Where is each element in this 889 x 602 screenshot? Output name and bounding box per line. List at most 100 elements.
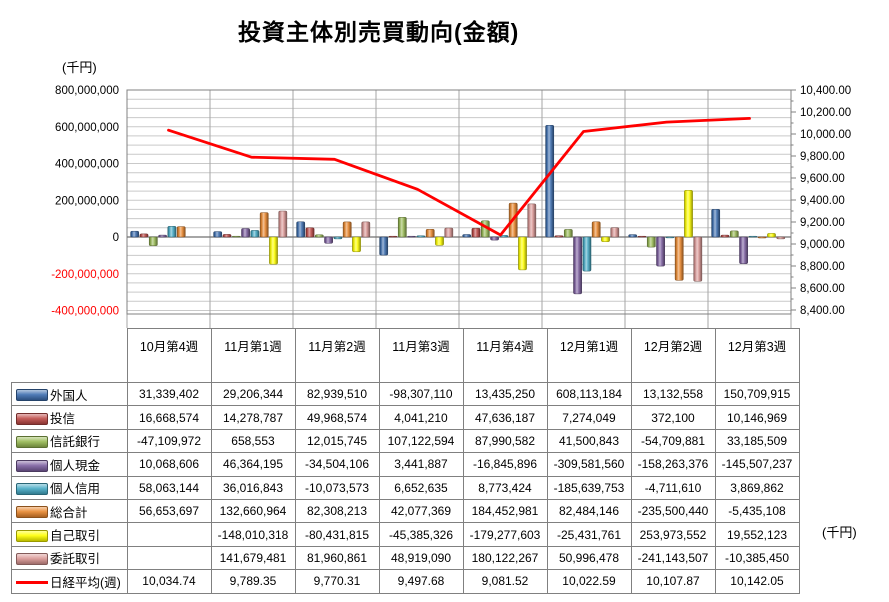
table-row-investment-trusts: 投信 16,668,574 14,278,787 49,968,574 4,041,21… (11, 405, 800, 430)
bar-trust-banks (646, 236, 656, 248)
table-cell: 9,081.52 (462, 569, 548, 594)
series-label-cell: 日経平均(週) (11, 569, 128, 594)
bar-individual-cash (739, 236, 748, 264)
svg-text:-200,000,000: -200,000,000 (51, 269, 119, 281)
column-header: 11月第2週 (294, 328, 380, 383)
bar-brokerage-trading (610, 227, 620, 238)
svg-text:10,000.00: 10,000.00 (800, 129, 851, 141)
table-header-row: 10月第4週 11月第1週 11月第2週 11月第3週 11月第4週 12月第1週 12月第… (11, 328, 800, 383)
svg-text:9,000.00: 9,000.00 (800, 239, 845, 251)
table-cell: 658,553 (210, 428, 296, 454)
bar-investment-trusts (637, 235, 647, 238)
table-cell: 7,274,049 (546, 405, 632, 430)
table-cell: 10,068,606 (126, 452, 212, 477)
table-cell: -25,431,761 (546, 522, 632, 547)
svg-text:8,800.00: 8,800.00 (800, 261, 845, 273)
svg-text:400,000,000: 400,000,000 (55, 159, 119, 171)
table-cell: -309,581,560 (546, 452, 632, 477)
column-header: 10月第4週 (126, 328, 212, 383)
bar-proprietary-trading (601, 236, 610, 242)
table-cell: 8,773,424 (462, 475, 548, 500)
column-header: 12月第3週 (714, 328, 800, 383)
table-cell: 10,022.59 (546, 569, 632, 594)
bar-investment-trusts (554, 235, 564, 238)
table-cell: 33,185,509 (714, 428, 800, 454)
table-cell: 10,034.74 (126, 569, 212, 594)
svg-text:200,000,000: 200,000,000 (55, 195, 119, 207)
series-label-cell: 自己取引 (11, 522, 128, 547)
bar-foreign-investors (213, 231, 223, 238)
bar-investment-trusts (388, 235, 398, 238)
table-cell: -10,385,450 (714, 545, 800, 571)
table-cell (126, 522, 212, 547)
table-cell: 82,308,213 (294, 498, 380, 524)
right-axis-unit-label: (千円) (822, 525, 857, 540)
table-cell: 19,552,123 (714, 522, 800, 547)
bar-investment-trusts (471, 227, 481, 238)
series-name: 委託取引 (50, 552, 101, 567)
table-cell: 372,100 (630, 405, 716, 430)
left-axis-unit-label: (千円) (62, 60, 97, 75)
table-cell: 29,206,344 (210, 381, 296, 407)
bar-trust-banks (729, 230, 739, 238)
bar-proprietary-trading (767, 233, 776, 238)
table-cell: -34,504,106 (294, 452, 380, 477)
table-cell: 12,015,745 (294, 428, 380, 454)
bar-brokerage-trading (527, 203, 537, 238)
table-cell: -185,639,753 (546, 475, 632, 500)
series-label-cell: 投信 (11, 405, 128, 430)
series-name: 投信 (50, 412, 76, 427)
table-cell: 47,636,187 (462, 405, 548, 430)
table-row-individual-margin: 個人信用 58,063,144 36,016,843 -10,073,573 6,652… (11, 475, 800, 500)
svg-text:9,600.00: 9,600.00 (800, 173, 845, 185)
table-cell: -45,385,326 (378, 522, 464, 547)
bar-proprietary-trading (269, 236, 278, 265)
table-row-proprietary-trading: 自己取引 -148,010,318 -80,431,815 -45,385,326 -1… (11, 522, 800, 547)
svg-text:800,000,000: 800,000,000 (55, 85, 119, 97)
bar-trust-banks (231, 235, 241, 238)
table-cell: 10,107.87 (630, 569, 716, 594)
series-name: 自己取引 (50, 529, 101, 544)
data-table: 10月第4週 11月第1週 11月第2週 11月第3週 11月第4週 12月第1週 12月第… (11, 328, 800, 594)
table-cell: 48,919,090 (378, 545, 464, 571)
series-label-cell: 個人現金 (11, 452, 128, 477)
table-cell: -179,277,603 (462, 522, 548, 547)
legend-swatch-proprietary-trading-icon (16, 529, 48, 542)
bar-trust-banks (563, 229, 573, 238)
table-cell: 36,016,843 (210, 475, 296, 500)
bar-individual-cash (158, 234, 167, 238)
table-cell: -158,263,376 (630, 452, 716, 477)
svg-text:0: 0 (113, 232, 119, 244)
table-cell: 13,132,558 (630, 381, 716, 407)
column-header: 12月第2週 (630, 328, 716, 383)
table-cell: 150,709,915 (714, 381, 800, 407)
bar-individual-cash (573, 236, 582, 295)
column-header: 11月第4週 (462, 328, 548, 383)
table-cell: -98,307,110 (378, 381, 464, 407)
table-cell: -80,431,815 (294, 522, 380, 547)
series-name: 個人信用 (50, 482, 101, 497)
bar-foreign-investors (130, 230, 140, 238)
chart-title: 投資主体別売買動向(金額) (238, 19, 520, 45)
table-cell: -145,507,237 (714, 452, 800, 477)
bar-grand-total (674, 236, 684, 281)
bar-trust-banks (148, 236, 158, 246)
table-cell: -10,073,573 (294, 475, 380, 500)
bar-individual-margin (748, 235, 758, 238)
table-cell: 184,452,981 (462, 498, 548, 524)
table-cell: 81,960,861 (294, 545, 380, 571)
bar-grand-total (259, 212, 269, 238)
bar-grand-total (176, 226, 186, 238)
table-row-trust-banks: 信託銀行 -47,109,972 658,553 12,015,745 107,122,… (11, 428, 800, 454)
legend-line-nikkei-average-weekly-icon (16, 581, 48, 585)
table-cell: 58,063,144 (126, 475, 212, 500)
bar-individual-margin (333, 236, 343, 240)
table-cell: 253,973,552 (630, 522, 716, 547)
column-header: 12月第1週 (546, 328, 632, 383)
bar-brokerage-trading (444, 227, 454, 238)
table-cell: 6,652,635 (378, 475, 464, 500)
legend-swatch-foreign-investors-icon (16, 389, 48, 402)
table-cell: -47,109,972 (126, 428, 212, 454)
